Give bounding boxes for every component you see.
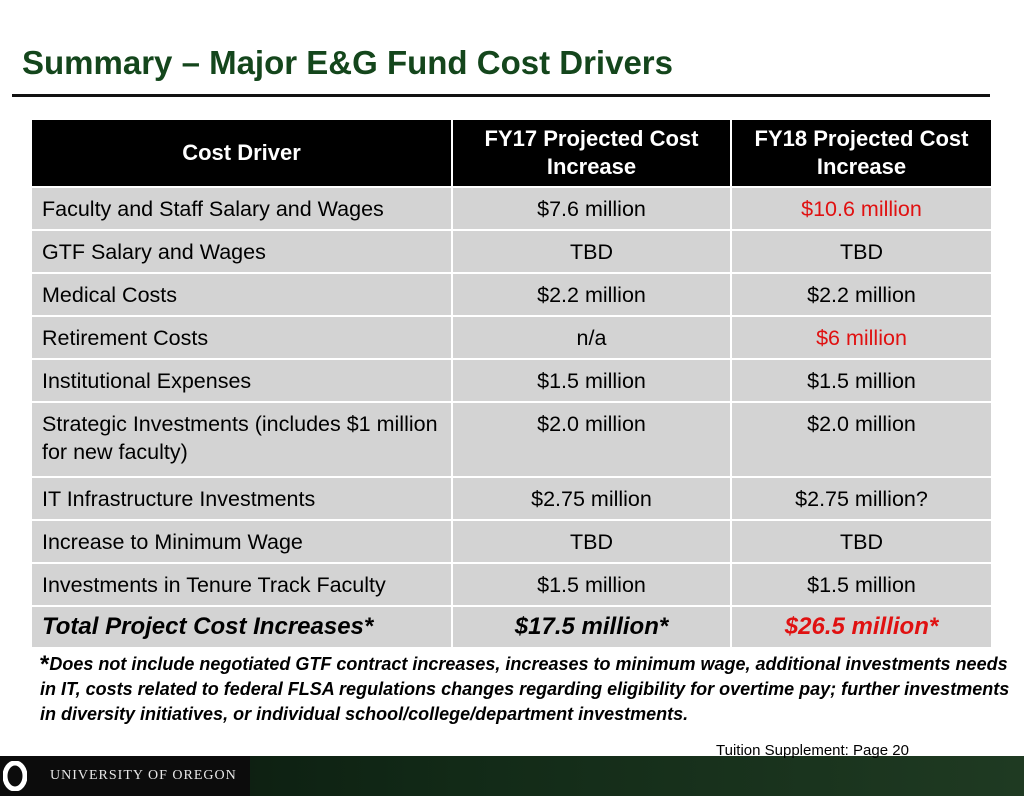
table-row: Medical Costs $2.2 million $2.2 million	[30, 272, 993, 317]
header-fy18: FY18 Projected Cost Increase	[730, 118, 993, 188]
total-fy18: $26.5 million*	[730, 605, 993, 649]
fy18-cell: $1.5 million	[730, 562, 993, 607]
cost-driver-cell: Medical Costs	[30, 272, 453, 317]
fy18-cell: $10.6 million	[730, 186, 993, 231]
fy17-cell: $1.5 million	[451, 358, 732, 403]
total-fy17: $17.5 million*	[451, 605, 732, 649]
cost-driver-cell: GTF Salary and Wages	[30, 229, 453, 274]
fy17-cell: TBD	[451, 519, 732, 564]
fy17-cell: $2.0 million	[451, 401, 732, 478]
fy17-cell: $7.6 million	[451, 186, 732, 231]
table-row: Faculty and Staff Salary and Wages $7.6 …	[30, 186, 993, 231]
fy17-cell: n/a	[451, 315, 732, 360]
table-header-row: Cost Driver FY17 Projected Cost Increase…	[30, 118, 993, 188]
table-row: IT Infrastructure Investments $2.75 mill…	[30, 476, 993, 521]
total-label: Total Project Cost Increases*	[30, 605, 453, 649]
footnote-asterisk: *	[40, 651, 50, 678]
university-name: UNIVERSITY OF OREGON	[50, 768, 237, 783]
cost-driver-cell: Faculty and Staff Salary and Wages	[30, 186, 453, 231]
cost-driver-cell: Investments in Tenure Track Faculty	[30, 562, 453, 607]
table-row: Increase to Minimum Wage TBD TBD	[30, 519, 993, 564]
fy17-cell: TBD	[451, 229, 732, 274]
fy17-cell: $2.75 million	[451, 476, 732, 521]
table-row: GTF Salary and Wages TBD TBD	[30, 229, 993, 274]
cost-driver-cell: IT Infrastructure Investments	[30, 476, 453, 521]
cost-driver-cell: Increase to Minimum Wage	[30, 519, 453, 564]
table-row: Institutional Expenses $1.5 million $1.5…	[30, 358, 993, 403]
footer-logo-area	[0, 756, 250, 796]
footnote-text: Does not include negotiated GTF contract…	[40, 654, 1010, 724]
slide-title: Summary – Major E&G Fund Cost Drivers	[22, 44, 673, 81]
fy18-cell: $1.5 million	[730, 358, 993, 403]
footnote: *Does not include negotiated GTF contrac…	[40, 652, 1024, 727]
cost-drivers-table: Cost Driver FY17 Projected Cost Increase…	[30, 118, 993, 649]
fy18-cell: $2.75 million?	[730, 476, 993, 521]
fy18-cell: TBD	[730, 229, 993, 274]
fy18-cell: $2.2 million	[730, 272, 993, 317]
table-row: Investments in Tenure Track Faculty $1.5…	[30, 562, 993, 607]
university-of-oregon-o-logo-icon	[3, 761, 27, 791]
table-row: Retirement Costs n/a $6 million	[30, 315, 993, 360]
table-row: Strategic Investments (includes $1 milli…	[30, 401, 993, 478]
fy18-cell: $2.0 million	[730, 401, 993, 478]
total-row: Total Project Cost Increases* $17.5 mill…	[30, 605, 993, 649]
fy18-cell: $6 million	[730, 315, 993, 360]
header-fy17: FY17 Projected Cost Increase	[451, 118, 732, 188]
page-reference: Tuition Supplement: Page 20	[716, 742, 909, 759]
header-cost-driver: Cost Driver	[30, 118, 453, 188]
title-rule	[12, 94, 990, 97]
fy17-cell: $2.2 million	[451, 272, 732, 317]
fy18-cell: TBD	[730, 519, 993, 564]
fy17-cell: $1.5 million	[451, 562, 732, 607]
cost-driver-cell: Retirement Costs	[30, 315, 453, 360]
cost-driver-cell: Strategic Investments (includes $1 milli…	[30, 401, 453, 478]
cost-driver-cell: Institutional Expenses	[30, 358, 453, 403]
